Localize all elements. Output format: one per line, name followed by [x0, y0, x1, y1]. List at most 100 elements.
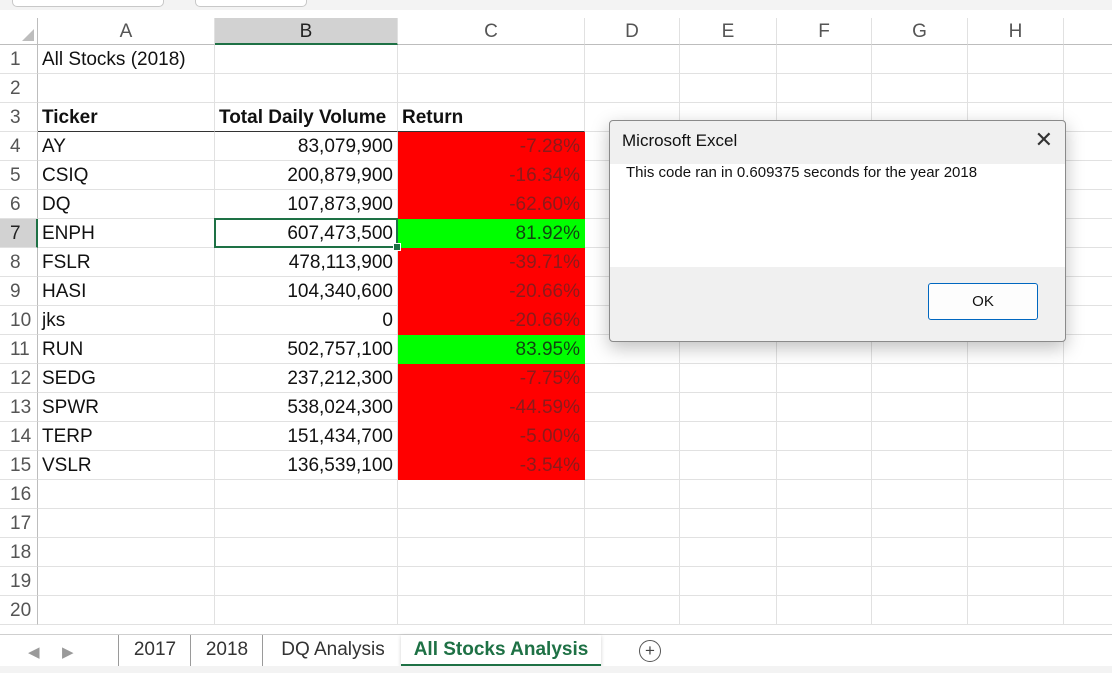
row-header-6[interactable]: 6 — [0, 190, 38, 219]
return-cell[interactable]: -62.60% — [398, 190, 585, 219]
empty-cell[interactable] — [1064, 190, 1112, 219]
empty-cell[interactable] — [215, 596, 398, 625]
empty-cell[interactable] — [680, 480, 777, 509]
ticker-cell[interactable]: FSLR — [38, 248, 215, 277]
row-header-18[interactable]: 18 — [0, 538, 38, 567]
empty-cell[interactable] — [1064, 335, 1112, 364]
column-header-b[interactable]: B — [215, 18, 398, 45]
empty-cell[interactable] — [872, 451, 968, 480]
ticker-cell[interactable]: AY — [38, 132, 215, 161]
empty-cell[interactable] — [968, 74, 1064, 103]
empty-cell[interactable] — [1064, 45, 1112, 74]
row-header-15[interactable]: 15 — [0, 451, 38, 480]
column-header-c[interactable]: C — [398, 18, 585, 45]
empty-cell[interactable] — [968, 335, 1064, 364]
row-header-12[interactable]: 12 — [0, 364, 38, 393]
empty-cell[interactable] — [1064, 306, 1112, 335]
empty-cell[interactable] — [398, 509, 585, 538]
empty-cell[interactable] — [872, 393, 968, 422]
empty-cell[interactable] — [398, 74, 585, 103]
empty-cell[interactable] — [777, 509, 872, 538]
empty-cell[interactable] — [1064, 509, 1112, 538]
empty-cell[interactable] — [1064, 393, 1112, 422]
empty-cell[interactable] — [872, 335, 968, 364]
add-sheet-icon[interactable]: + — [639, 640, 661, 662]
empty-cell[interactable] — [872, 45, 968, 74]
row-header-20[interactable]: 20 — [0, 596, 38, 625]
volume-cell[interactable]: 200,879,900 — [215, 161, 398, 190]
empty-cell[interactable] — [585, 364, 680, 393]
empty-cell[interactable] — [872, 538, 968, 567]
volume-cell[interactable]: 104,340,600 — [215, 277, 398, 306]
empty-cell[interactable] — [1064, 277, 1112, 306]
row-header-11[interactable]: 11 — [0, 335, 38, 364]
empty-cell[interactable] — [215, 538, 398, 567]
empty-cell[interactable] — [680, 422, 777, 451]
empty-cell[interactable] — [398, 538, 585, 567]
close-icon[interactable]: ✕ — [1034, 127, 1053, 152]
empty-cell[interactable] — [1064, 219, 1112, 248]
empty-cell[interactable] — [680, 538, 777, 567]
ticker-cell[interactable]: RUN — [38, 335, 215, 364]
row-header-4[interactable]: 4 — [0, 132, 38, 161]
volume-cell[interactable]: 478,113,900 — [215, 248, 398, 277]
ticker-cell[interactable]: TERP — [38, 422, 215, 451]
empty-cell[interactable] — [398, 567, 585, 596]
row-header-17[interactable]: 17 — [0, 509, 38, 538]
empty-cell[interactable] — [38, 567, 215, 596]
empty-cell[interactable] — [872, 74, 968, 103]
empty-cell[interactable] — [585, 480, 680, 509]
column-header-a[interactable]: A — [38, 18, 215, 45]
empty-cell[interactable] — [680, 45, 777, 74]
empty-cell[interactable] — [1064, 567, 1112, 596]
row-header-13[interactable]: 13 — [0, 393, 38, 422]
empty-cell[interactable] — [872, 596, 968, 625]
empty-cell[interactable] — [777, 74, 872, 103]
empty-cell[interactable] — [585, 538, 680, 567]
empty-cell[interactable] — [585, 509, 680, 538]
empty-cell[interactable] — [680, 393, 777, 422]
row-header-1[interactable]: 1 — [0, 45, 38, 74]
empty-cell[interactable] — [680, 335, 777, 364]
volume-cell[interactable]: 83,079,900 — [215, 132, 398, 161]
empty-cell[interactable] — [1064, 103, 1112, 132]
header-ticker[interactable]: Ticker — [38, 103, 215, 132]
empty-cell[interactable] — [680, 509, 777, 538]
empty-cell[interactable] — [38, 538, 215, 567]
column-header-stub[interactable] — [1064, 18, 1112, 45]
volume-cell[interactable]: 538,024,300 — [215, 393, 398, 422]
empty-cell[interactable] — [585, 451, 680, 480]
tab-dq-analysis[interactable]: DQ Analysis — [262, 635, 403, 667]
empty-cell[interactable] — [38, 596, 215, 625]
tab-2018[interactable]: 2018 — [190, 635, 263, 667]
empty-cell[interactable] — [1064, 596, 1112, 625]
empty-cell[interactable] — [777, 335, 872, 364]
empty-cell[interactable] — [777, 567, 872, 596]
empty-cell[interactable] — [680, 364, 777, 393]
ok-button[interactable]: OK — [928, 283, 1038, 320]
empty-cell[interactable] — [1064, 364, 1112, 393]
ticker-cell[interactable]: HASI — [38, 277, 215, 306]
empty-cell[interactable] — [777, 596, 872, 625]
return-cell[interactable]: -39.71% — [398, 248, 585, 277]
row-header-16[interactable]: 16 — [0, 480, 38, 509]
empty-cell[interactable] — [215, 74, 398, 103]
select-all-corner[interactable] — [0, 18, 38, 45]
empty-cell[interactable] — [1064, 422, 1112, 451]
empty-cell[interactable] — [38, 509, 215, 538]
empty-cell[interactable] — [968, 567, 1064, 596]
empty-cell[interactable] — [968, 596, 1064, 625]
empty-cell[interactable] — [968, 393, 1064, 422]
row-header-9[interactable]: 9 — [0, 277, 38, 306]
tab-all-stocks-analysis[interactable]: All Stocks Analysis — [401, 635, 601, 667]
empty-cell[interactable] — [1064, 74, 1112, 103]
empty-cell[interactable] — [680, 567, 777, 596]
empty-cell[interactable] — [777, 480, 872, 509]
volume-cell[interactable]: 107,873,900 — [215, 190, 398, 219]
row-header-3[interactable]: 3 — [0, 103, 38, 132]
empty-cell[interactable] — [968, 538, 1064, 567]
volume-cell[interactable]: 0 — [215, 306, 398, 335]
empty-cell[interactable] — [398, 596, 585, 625]
empty-cell[interactable] — [585, 74, 680, 103]
row-header-5[interactable]: 5 — [0, 161, 38, 190]
